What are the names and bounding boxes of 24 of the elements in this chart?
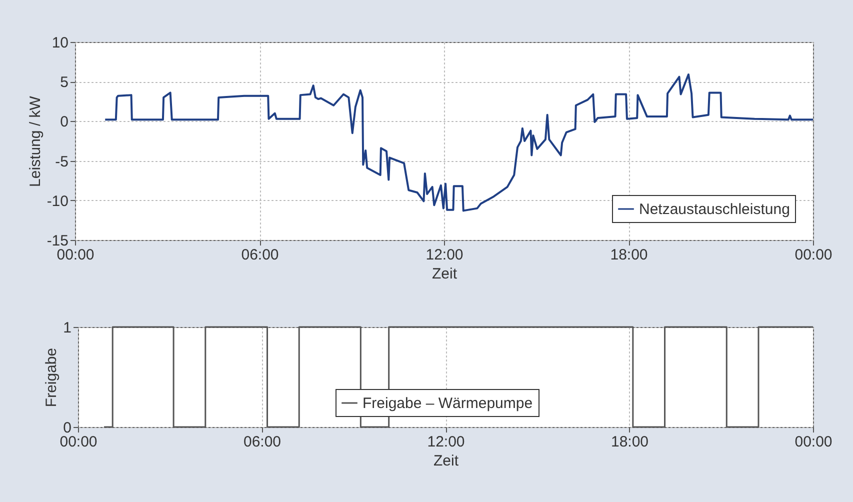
x-tick-label: 12:00 [427,434,465,450]
x-tick-label: 00:00 [60,434,98,450]
x-tick-label: 06:00 [241,246,279,264]
y-tick-label: -10 [46,192,68,210]
x-tick-label: 00:00 [56,246,94,264]
x-axis-title: Zeit [432,266,458,282]
x-tick-label: 00:00 [794,434,832,450]
y-tick-label: 5 [60,74,68,92]
x-axis-title: Zeit [433,452,460,470]
x-tick-label: 18:00 [610,246,648,264]
y-axis-title: Leistung / kW [26,95,44,187]
x-tick-label: 12:00 [426,246,464,264]
y-tick-label: -5 [55,153,68,170]
y-tick-label: 0 [60,114,68,131]
y-tick-label: 10 [52,34,68,52]
x-tick-label: 18:00 [610,434,649,450]
x-tick-label: 00:00 [794,246,832,264]
y-tick-label: 1 [63,320,72,336]
y-tick-label: -15 [46,232,68,250]
legend-label: Freigabe – Wärmepumpe [362,395,533,412]
y-tick-label: 0 [63,420,72,436]
x-tick-label: 06:00 [243,434,282,450]
y-axis-title: Freigabe [43,348,60,408]
legend-label: Netzaustauschleistung [639,201,790,218]
